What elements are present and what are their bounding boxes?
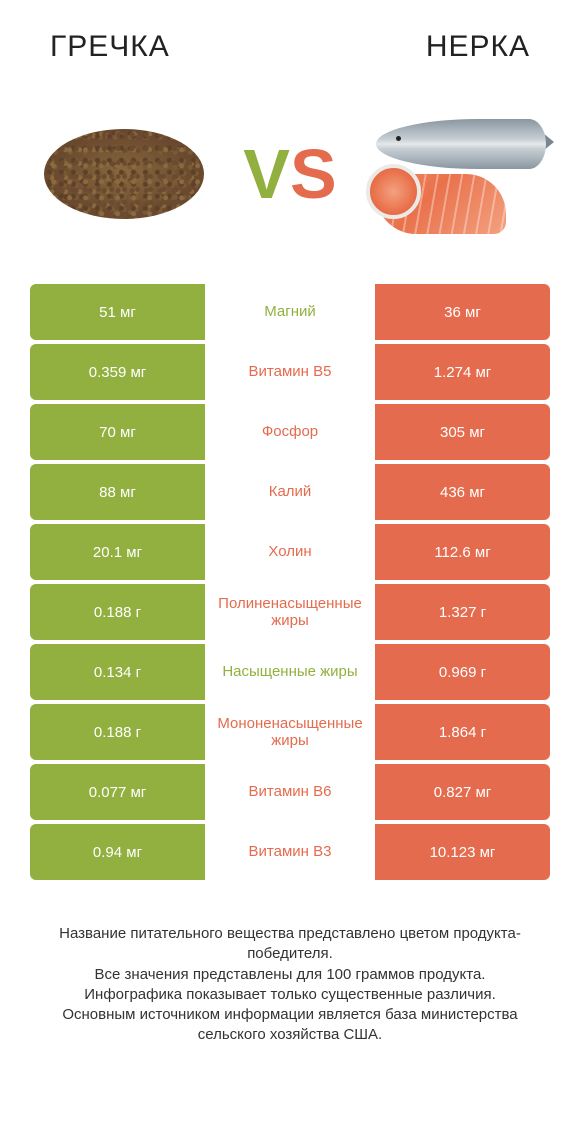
left-product-image (34, 104, 214, 244)
table-row: 88 мгКалий436 мг (30, 464, 550, 520)
left-value-cell: 0.94 мг (30, 824, 205, 880)
right-product-image (366, 104, 546, 244)
nutrient-label: Витамин B5 (205, 344, 375, 400)
table-row: 20.1 мгХолин112.6 мг (30, 524, 550, 580)
footer-note: Название питательного вещества представл… (0, 884, 580, 1046)
right-value-cell: 112.6 мг (375, 524, 550, 580)
header: ГРЕЧКА НЕРКА (0, 0, 580, 84)
footer-line: Основным источником информации является … (30, 1005, 550, 1046)
buckwheat-icon (44, 129, 204, 219)
table-row: 0.188 гПолиненасыщенные жиры1.327 г (30, 584, 550, 640)
right-value-cell: 1.327 г (375, 584, 550, 640)
left-value-cell: 0.188 г (30, 704, 205, 760)
nutrient-label: Витамин B6 (205, 764, 375, 820)
vs-letter-s: S (290, 135, 337, 213)
right-value-cell: 36 мг (375, 284, 550, 340)
table-row: 0.188 гМононенасыщенные жиры1.864 г (30, 704, 550, 760)
nutrient-label: Мононенасыщенные жиры (205, 704, 375, 760)
footer-line: Инфографика показывает только существенн… (30, 985, 550, 1005)
table-row: 51 мгМагний36 мг (30, 284, 550, 340)
nutrient-label: Витамин B3 (205, 824, 375, 880)
right-value-cell: 305 мг (375, 404, 550, 460)
salmon-icon (366, 104, 546, 244)
left-product-title: ГРЕЧКА (50, 30, 170, 64)
left-value-cell: 0.077 мг (30, 764, 205, 820)
right-value-cell: 10.123 мг (375, 824, 550, 880)
left-value-cell: 51 мг (30, 284, 205, 340)
nutrient-label: Холин (205, 524, 375, 580)
right-value-cell: 0.827 мг (375, 764, 550, 820)
table-row: 0.94 мгВитамин B310.123 мг (30, 824, 550, 880)
comparison-table: 51 мгМагний36 мг0.359 мгВитамин B51.274 … (0, 284, 580, 880)
right-product-title: НЕРКА (426, 30, 530, 64)
vs-badge: VS (243, 139, 336, 209)
left-value-cell: 70 мг (30, 404, 205, 460)
table-row: 0.077 мгВитамин B60.827 мг (30, 764, 550, 820)
nutrient-label: Калий (205, 464, 375, 520)
nutrient-label: Магний (205, 284, 375, 340)
left-value-cell: 20.1 мг (30, 524, 205, 580)
footer-line: Все значения представлены для 100 граммо… (30, 965, 550, 985)
vs-letter-v: V (243, 135, 290, 213)
right-value-cell: 1.864 г (375, 704, 550, 760)
images-row: VS (0, 84, 580, 284)
right-value-cell: 0.969 г (375, 644, 550, 700)
right-value-cell: 436 мг (375, 464, 550, 520)
left-value-cell: 0.188 г (30, 584, 205, 640)
nutrient-label: Полиненасыщенные жиры (205, 584, 375, 640)
footer-line: Название питательного вещества представл… (30, 924, 550, 965)
nutrient-label: Фосфор (205, 404, 375, 460)
table-row: 0.134 гНасыщенные жиры0.969 г (30, 644, 550, 700)
table-row: 70 мгФосфор305 мг (30, 404, 550, 460)
left-value-cell: 0.359 мг (30, 344, 205, 400)
nutrient-label: Насыщенные жиры (205, 644, 375, 700)
left-value-cell: 88 мг (30, 464, 205, 520)
left-value-cell: 0.134 г (30, 644, 205, 700)
table-row: 0.359 мгВитамин B51.274 мг (30, 344, 550, 400)
right-value-cell: 1.274 мг (375, 344, 550, 400)
